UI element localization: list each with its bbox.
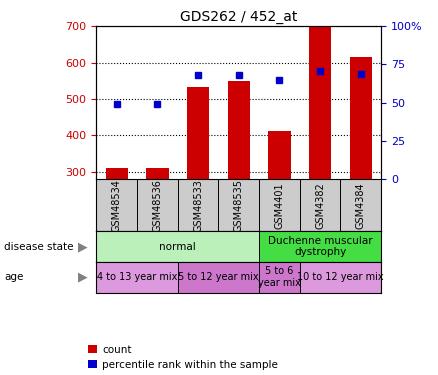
Text: ▶: ▶: [78, 240, 88, 253]
Bar: [309, 27, 331, 179]
Bar: [350, 57, 372, 179]
Text: GSM48535: GSM48535: [234, 179, 244, 232]
Bar: [259, 231, 381, 262]
Bar: [96, 262, 178, 292]
Bar: [300, 262, 381, 292]
Bar: [178, 262, 259, 292]
Text: ▶: ▶: [78, 271, 88, 284]
Bar: [227, 81, 250, 179]
Text: GSM4384: GSM4384: [356, 182, 366, 228]
Bar: [187, 87, 209, 179]
Text: 5 to 6
year mix: 5 to 6 year mix: [258, 266, 301, 288]
Text: GSM4382: GSM4382: [315, 182, 325, 229]
Bar: [259, 262, 300, 292]
Text: disease state: disease state: [4, 242, 74, 252]
Text: Duchenne muscular
dystrophy: Duchenne muscular dystrophy: [268, 236, 372, 258]
Bar: [106, 168, 128, 179]
Legend: count, percentile rank within the sample: count, percentile rank within the sample: [88, 345, 278, 370]
Title: GDS262 / 452_at: GDS262 / 452_at: [180, 10, 297, 24]
Text: GSM48536: GSM48536: [152, 179, 162, 232]
Bar: [96, 231, 259, 262]
Text: GSM48533: GSM48533: [193, 179, 203, 232]
Text: age: age: [4, 272, 24, 282]
Bar: [146, 168, 169, 179]
Text: 4 to 13 year mix: 4 to 13 year mix: [97, 272, 177, 282]
Text: normal: normal: [159, 242, 196, 252]
Text: 10 to 12 year mix: 10 to 12 year mix: [297, 272, 384, 282]
Bar: [268, 131, 290, 179]
Text: GSM48534: GSM48534: [112, 179, 122, 232]
Text: GSM4401: GSM4401: [274, 182, 284, 228]
Text: 5 to 12 year mix: 5 to 12 year mix: [178, 272, 259, 282]
